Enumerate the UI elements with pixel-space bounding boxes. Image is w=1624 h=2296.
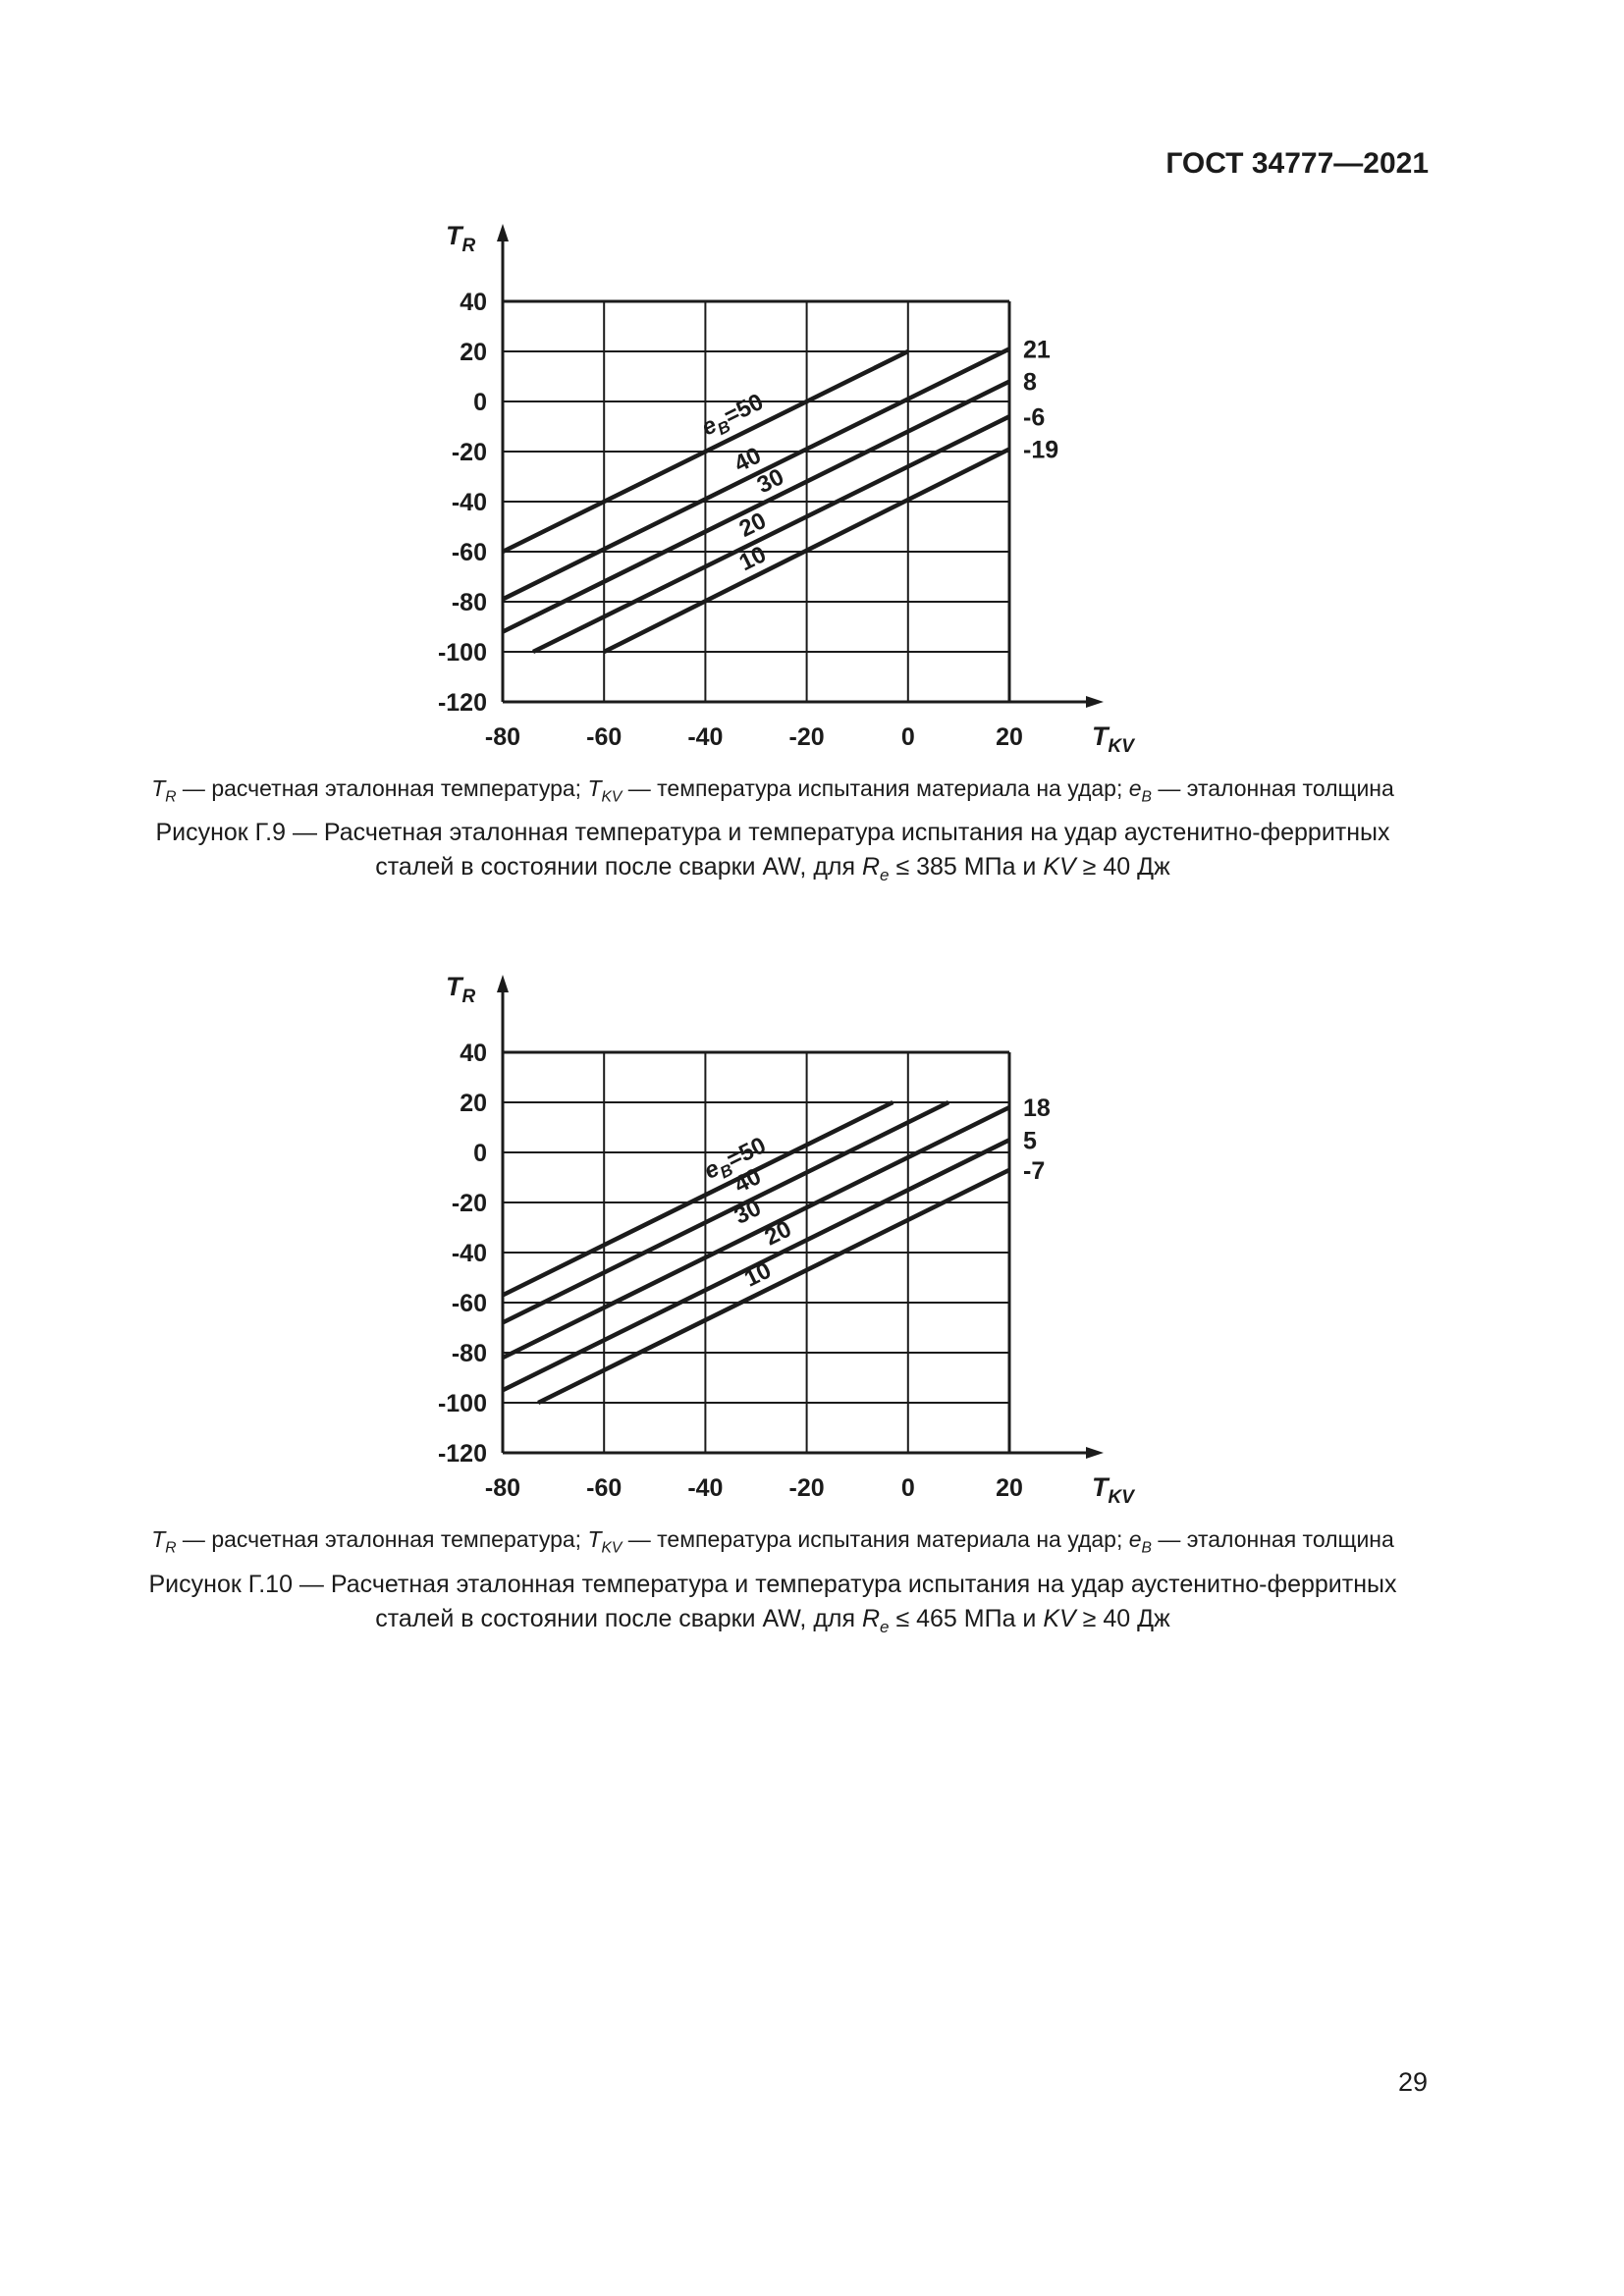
figure-g9-title-line1: Рисунок Г.9 — Расчетная эталонная темпер… xyxy=(155,819,1390,846)
series-end-labels: 18 5 -7 xyxy=(1023,1095,1051,1185)
y-axis-title: TR xyxy=(446,972,476,1007)
series-end-label: -7 xyxy=(1023,1157,1045,1185)
y-tick-label: -120 xyxy=(438,689,487,717)
y-tick-label: -40 xyxy=(452,1240,487,1267)
x-axis-title: TKV xyxy=(1092,1472,1135,1508)
series-line-e_B=40 xyxy=(502,347,1010,602)
grid xyxy=(501,1050,1011,1453)
axis-titles: TR TKV xyxy=(446,972,1135,1508)
x-tick-label: 20 xyxy=(996,1474,1023,1502)
data-lines xyxy=(502,1099,1010,1406)
x-tick-label: -20 xyxy=(789,723,825,751)
series-label: 30 xyxy=(731,1195,766,1230)
axis-titles: TR TKV xyxy=(446,221,1135,757)
tick-labels: 40 20 0 -20 -40 -60 -80 -100 -120 -80 -60 -40 -20 0 20 xyxy=(438,289,1023,751)
figure-g10-title: Рисунок Г.10 — Расчетная эталонная темпе… xyxy=(98,1568,1447,1636)
series-end-label: 8 xyxy=(1023,369,1037,397)
y-tick-label: -100 xyxy=(438,1390,487,1417)
y-axis-arrow-icon xyxy=(497,224,509,241)
series-end-label: -19 xyxy=(1023,436,1058,463)
y-tick-label: -40 xyxy=(452,489,487,516)
series-end-label: 5 xyxy=(1023,1127,1037,1154)
x-axis-arrow-icon xyxy=(1086,696,1104,708)
y-tick-label: 40 xyxy=(460,1040,487,1067)
series-end-label: 18 xyxy=(1023,1095,1051,1122)
y-tick-label: -120 xyxy=(438,1440,487,1468)
document-header: ГОСТ 34777—2021 xyxy=(1165,147,1429,180)
series-line-e_B=20 xyxy=(502,1138,1010,1393)
x-axis-title: TKV xyxy=(1092,721,1135,757)
series-line-e_B=10 xyxy=(537,1167,1010,1406)
grid xyxy=(501,299,1011,702)
series-end-label: -6 xyxy=(1023,403,1045,431)
series-line-e_B=30 xyxy=(502,379,1010,634)
y-tick-label: 40 xyxy=(460,289,487,316)
x-tick-label: -60 xyxy=(586,723,622,751)
x-tick-label: 20 xyxy=(996,723,1023,751)
tick-labels: 40 20 0 -20 -40 -60 -80 -100 -120 -80 -60 -40 -20 0 20 xyxy=(438,1040,1023,1502)
y-axis-title: TR xyxy=(446,221,476,256)
figure-g9-legend: TR — расчетная эталонная температура; TK… xyxy=(151,775,1394,806)
y-tick-label: -60 xyxy=(452,539,487,566)
y-tick-label: 20 xyxy=(460,1090,487,1117)
series-line-e_B=20 xyxy=(531,414,1010,655)
y-tick-label: -20 xyxy=(452,1190,487,1217)
x-tick-label: -80 xyxy=(485,723,520,751)
figure-g10-title-line2: сталей в состоянии после сварки AW, для … xyxy=(375,1605,1170,1636)
y-axis-arrow-icon xyxy=(497,975,509,992)
series-line-e_B=50 xyxy=(502,1099,894,1298)
x-tick-label: -20 xyxy=(789,1474,825,1502)
series-line-e_B=40 xyxy=(502,1099,950,1325)
y-tick-label: -80 xyxy=(452,1340,487,1367)
x-tick-label: -40 xyxy=(687,723,723,751)
series-line-e_B=50 xyxy=(502,348,909,555)
y-tick-label: -80 xyxy=(452,589,487,616)
y-tick-label: -20 xyxy=(452,439,487,466)
y-tick-label: -60 xyxy=(452,1290,487,1317)
figure-g10-legend: TR — расчетная эталонная температура; TK… xyxy=(151,1526,1394,1557)
x-tick-label: -40 xyxy=(687,1474,723,1502)
axes xyxy=(497,975,1104,1459)
series-end-label: 21 xyxy=(1023,336,1051,363)
y-tick-label: 0 xyxy=(473,389,487,416)
x-tick-label: -80 xyxy=(485,1474,520,1502)
page-number: 29 xyxy=(1397,2067,1428,2097)
series-line-e_B=30 xyxy=(502,1105,1010,1361)
series-line-e_B=10 xyxy=(603,447,1011,655)
series-end-labels: 21 8 -6 -19 xyxy=(1023,336,1058,463)
x-tick-label: 0 xyxy=(901,1474,915,1502)
data-lines xyxy=(502,347,1011,655)
figure-g9-title-line2: сталей в состоянии после сварки AW, для … xyxy=(375,853,1170,884)
chart-figure-g9: 40 20 0 -20 -40 -60 -80 -100 -120 -80 -60 -40 -20 0 20… xyxy=(438,221,1135,757)
figure-g9-title: Рисунок Г.9 — Расчетная эталонная темпер… xyxy=(98,816,1447,884)
y-tick-label: 0 xyxy=(473,1140,487,1167)
axes xyxy=(497,224,1104,708)
x-tick-label: 0 xyxy=(901,723,915,751)
chart-figure-g10: 40 20 0 -20 -40 -60 -80 -100 -120 -80 -60 -40 -20 0 20… xyxy=(438,972,1135,1508)
y-tick-label: 20 xyxy=(460,339,487,366)
x-tick-label: -60 xyxy=(586,1474,622,1502)
figure-g10-title-line1: Рисунок Г.10 — Расчетная эталонная темпе… xyxy=(148,1571,1397,1598)
x-axis-arrow-icon xyxy=(1086,1447,1104,1459)
y-tick-label: -100 xyxy=(438,639,487,667)
